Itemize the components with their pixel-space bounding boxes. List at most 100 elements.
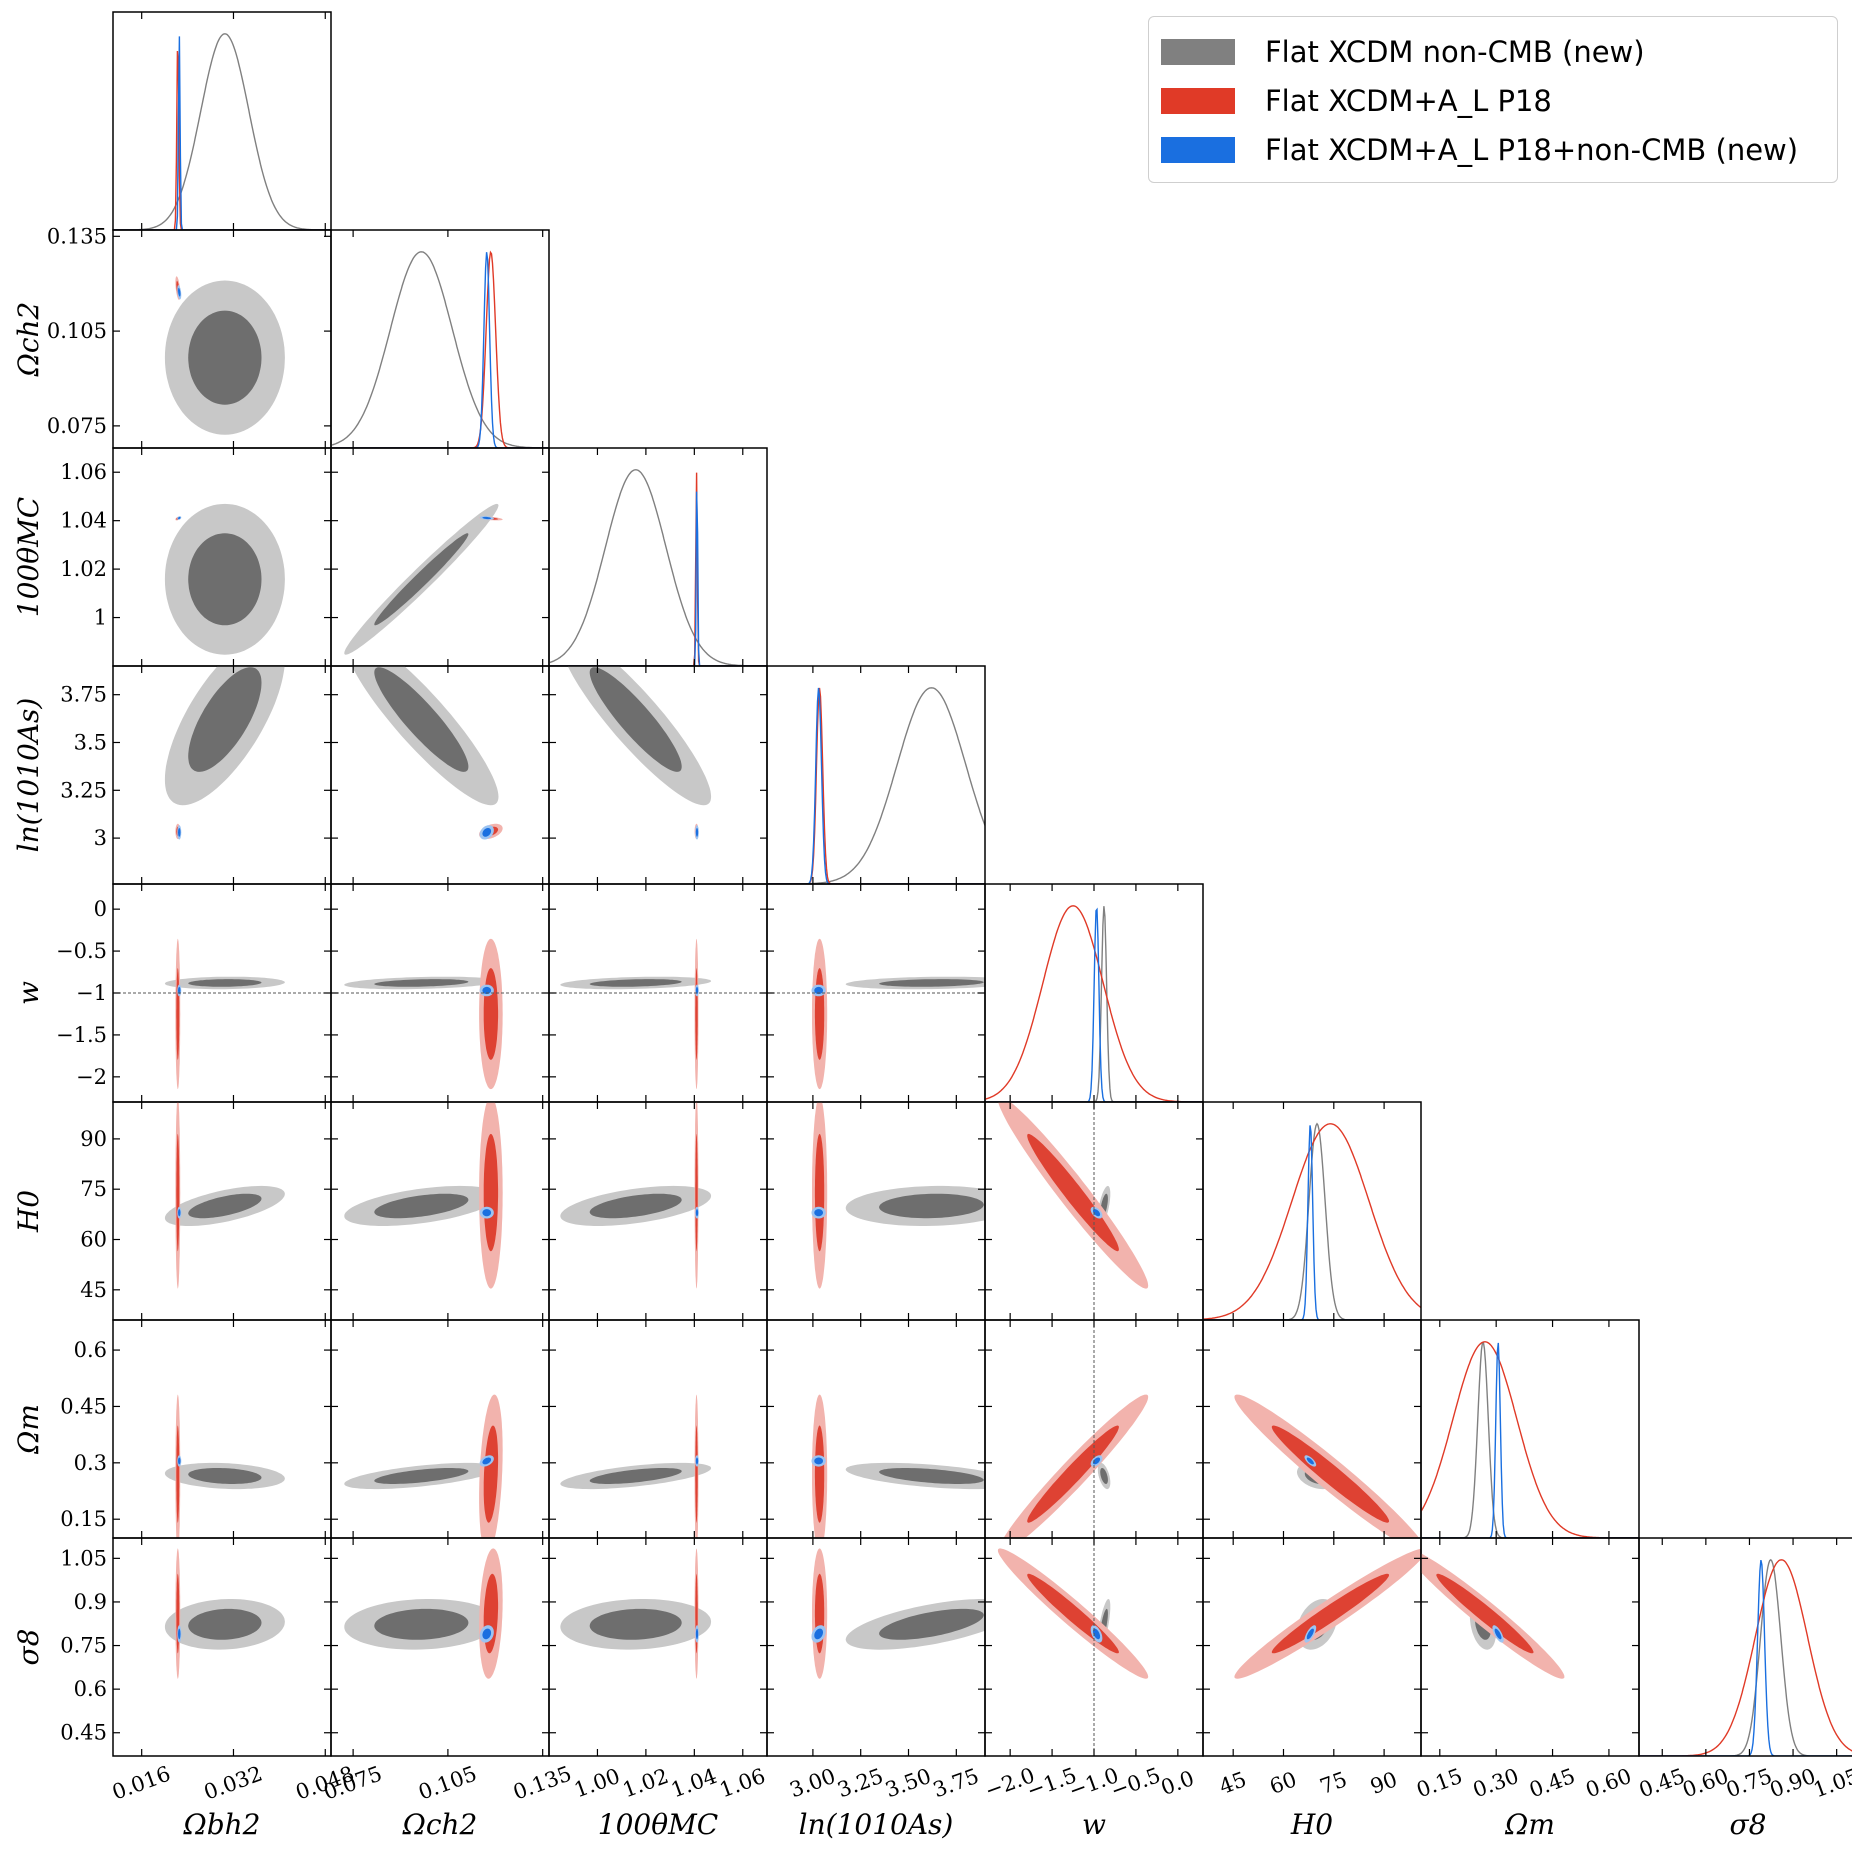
contour-68: [695, 1457, 699, 1465]
contour-68: [178, 1209, 181, 1217]
x-tick-label: 90: [1367, 1767, 1400, 1799]
panel-7-1: [330, 1537, 550, 1757]
contour-68: [178, 287, 181, 297]
y-tick-label: 0.75: [60, 1634, 107, 1658]
y-tick-label: 3.5: [74, 730, 107, 754]
x-axis-title: ln(1010As): [799, 1808, 954, 1841]
contour-68: [1092, 1457, 1101, 1465]
panel-5-3: [766, 1101, 986, 1321]
contour-68: [695, 1209, 699, 1217]
x-tick-label: 0.15: [1413, 1764, 1465, 1803]
x-tick-label: 3.75: [930, 1764, 982, 1803]
y-tick-label: 1.05: [60, 1546, 107, 1570]
contour-68: [188, 1193, 262, 1219]
y-tick-label: 60: [80, 1228, 107, 1252]
panel-7-2: [548, 1537, 768, 1757]
x-tick-label: 1.06: [716, 1764, 768, 1803]
contour-68: [483, 968, 499, 1060]
contour-68: [482, 828, 492, 837]
contour-68: [188, 533, 262, 626]
contour-68: [879, 1193, 984, 1219]
contour-68: [178, 986, 181, 995]
x-tick-label: 0.016: [109, 1762, 174, 1805]
contour-68: [1092, 1209, 1101, 1217]
x-tick-label: −0.5: [1108, 1763, 1164, 1803]
marginal-curve: [113, 33, 331, 230]
panel-5-2: [548, 1101, 768, 1321]
y-axis-title: Ωm: [12, 1404, 45, 1455]
panel-frame: [112, 11, 332, 231]
y-tick-label: 0.9: [74, 1590, 107, 1614]
contour-68: [695, 986, 699, 995]
legend-swatch-blue: [1161, 136, 1235, 163]
contour-68: [814, 968, 825, 1060]
contour-68: [879, 979, 984, 987]
contour-68: [482, 1628, 492, 1640]
contour-68: [374, 667, 469, 772]
panel-1-1: [330, 229, 550, 449]
y-tick-label: 3.75: [60, 683, 107, 707]
panel-3-1: [330, 665, 550, 885]
panel-4-1: [330, 883, 550, 1103]
panel-5-4: [984, 1101, 1204, 1321]
marginal-curve: [1421, 1341, 1639, 1538]
contour-68: [695, 1425, 698, 1523]
contour-68: [482, 1457, 492, 1465]
contour-68: [482, 516, 492, 520]
x-axis-title: H0: [1290, 1808, 1333, 1841]
contour-68: [1271, 1425, 1390, 1523]
contour-68: [188, 1468, 262, 1484]
panel-0-0: [112, 11, 332, 231]
contour-68: [178, 516, 181, 520]
panel-frame: [548, 447, 768, 667]
panel-6-1: [330, 1319, 550, 1539]
contour-68: [483, 1133, 499, 1252]
x-tick-label: 3.00: [786, 1764, 838, 1803]
contour-68: [695, 1628, 699, 1640]
panel-5-1: [330, 1101, 550, 1321]
x-tick-label: 0.0: [1158, 1766, 1198, 1800]
contour-68: [374, 1468, 469, 1484]
legend: Flat XCDM non-CMB (new) Flat XCDM+A_L P1…: [1148, 16, 1838, 183]
x-tick-label: 1.02: [619, 1764, 671, 1803]
legend-item: Flat XCDM non-CMB (new): [1161, 27, 1821, 76]
panel-6-6: [1420, 1319, 1640, 1539]
marginal-curve: [1639, 1559, 1852, 1756]
y-tick-label: 0: [94, 897, 107, 921]
y-tick-label: 0.075: [47, 414, 107, 438]
contour-68: [483, 1425, 499, 1523]
contour-68: [1436, 1573, 1534, 1654]
legend-label: Flat XCDM+A_L P18+non-CMB (new): [1265, 132, 1799, 167]
x-tick-label: 1.04: [668, 1764, 720, 1803]
y-tick-label: 0.45: [60, 1394, 107, 1418]
marginal-curve: [1421, 1341, 1639, 1538]
marginal-curve: [1639, 1559, 1852, 1756]
panel-frame: [1638, 1537, 1852, 1757]
y-axis-title: w: [12, 981, 45, 1005]
contour-68: [482, 1209, 492, 1217]
contour-68: [695, 828, 699, 837]
y-tick-label: 0.15: [60, 1507, 107, 1531]
x-tick-label: 45: [1216, 1767, 1249, 1799]
contour-68: [589, 1608, 682, 1640]
x-tick-label: 0.032: [201, 1762, 266, 1805]
contour-68: [814, 1133, 825, 1252]
panel-1-0: [112, 229, 332, 449]
panel-frame: [1202, 1101, 1422, 1321]
marginal-curve: [113, 50, 331, 230]
x-tick-label: 0.45: [1526, 1764, 1578, 1803]
contour-68: [188, 1608, 262, 1640]
x-tick-label: 0.60: [1583, 1764, 1635, 1803]
contour-68: [589, 667, 682, 772]
y-axis-title: H0: [12, 1190, 45, 1233]
panel-frame: [330, 1319, 550, 1539]
y-tick-label: 0.6: [74, 1677, 107, 1701]
y-tick-label: −1: [76, 981, 107, 1005]
panel-2-0: [112, 447, 332, 667]
y-tick-label: 0.105: [47, 319, 107, 343]
panel-6-3: [766, 1319, 986, 1539]
contour-68: [1100, 1468, 1108, 1484]
y-axis-title: 100θMC: [12, 497, 45, 617]
marginal-curve: [549, 469, 767, 666]
